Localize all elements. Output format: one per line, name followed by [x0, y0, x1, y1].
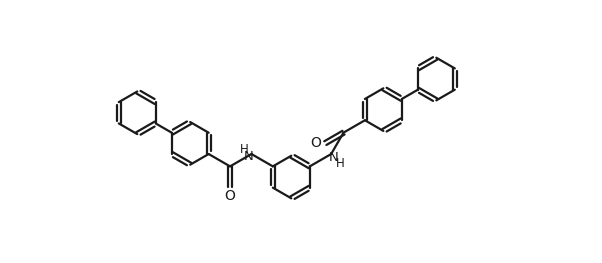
Text: O: O: [310, 136, 321, 150]
Text: N: N: [329, 151, 339, 164]
Text: H: H: [335, 157, 344, 170]
Text: H: H: [240, 143, 249, 156]
Text: N: N: [244, 150, 253, 163]
Text: O: O: [225, 189, 235, 203]
